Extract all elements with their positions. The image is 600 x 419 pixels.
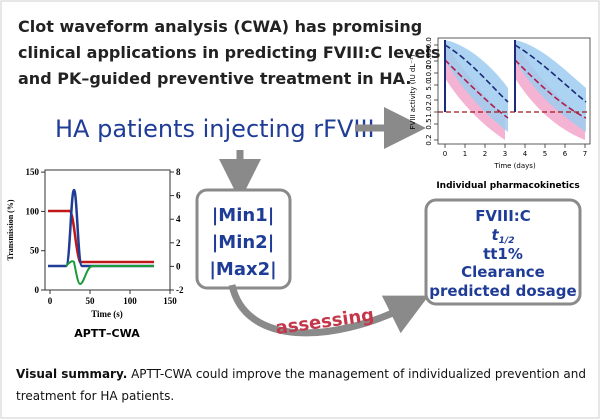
- y-tick-label: 5.0: [425, 79, 433, 90]
- y2-tick-label: 4: [176, 214, 181, 224]
- cwa-curve: [65, 260, 154, 286]
- y-axis-label: Transmission (%): [6, 199, 15, 260]
- patients-label: HA patients injecting rFVIII: [55, 115, 375, 143]
- x-tick-label: 3: [503, 150, 507, 158]
- y2-tick-label: 6: [176, 191, 181, 201]
- x-tick-label: 0: [443, 150, 447, 158]
- arrow: [228, 284, 429, 337]
- pk-curve: [444, 59, 587, 119]
- x-tick-label: 7: [583, 150, 587, 158]
- x-tick-label: 6: [563, 150, 568, 158]
- x-tick-label: 4: [523, 150, 528, 158]
- y-tick-label: 2.0: [425, 94, 433, 105]
- y-tick-label: 1.0: [425, 106, 433, 117]
- headline-line: clinical applications in predicting FVII…: [18, 43, 440, 62]
- outcome: predicted dosage: [429, 282, 576, 300]
- headline: Clot waveform analysis (CWA) has promisi…: [18, 17, 422, 36]
- outcome: t1/2: [492, 226, 515, 246]
- y2-tick-label: 2: [176, 238, 181, 248]
- caption: Individual pharmacokinetics: [436, 181, 579, 191]
- y-tick-label: 10.0: [425, 65, 433, 81]
- x-tick-label: 150: [163, 296, 177, 306]
- y-tick-label: 50: [30, 246, 40, 256]
- parameter: |Min1|: [212, 205, 275, 226]
- summary: Visual summary. APTT-CWA could improve t…: [16, 367, 586, 381]
- x-tick-label: 50: [86, 296, 96, 306]
- y2-tick-label: 8: [176, 167, 181, 177]
- y-axis-label: FVIII activity (IU dL⁻¹): [409, 54, 417, 129]
- x-tick-label: 100: [123, 296, 137, 306]
- caption: APTT–CWA: [74, 327, 140, 340]
- headline-bold: Clot waveform analysis (CWA): [18, 17, 289, 36]
- y-tick-label: 150: [26, 167, 40, 177]
- parameter: |Min2|: [212, 232, 275, 253]
- plot-frame: [437, 37, 591, 145]
- cwa-curve: [48, 188, 154, 268]
- parameter-box: [195, 188, 292, 290]
- x-tick-label: 5: [543, 150, 547, 158]
- y-tick-label: 100: [26, 206, 40, 216]
- y2-tick-label: -2: [176, 285, 184, 295]
- plot-frame: [44, 169, 171, 291]
- outcome: tt1%: [483, 245, 523, 263]
- x-tick-label: 2: [483, 150, 487, 158]
- y-tick-label: 20.0: [425, 53, 433, 69]
- y-tick-label: 0.5: [425, 118, 433, 129]
- y-tick-label: 0.2: [425, 134, 433, 145]
- summary-bold: Visual summary.: [16, 367, 127, 381]
- x-axis-label: Time (days): [493, 162, 536, 170]
- outcome-base: t: [492, 226, 500, 244]
- outcome: FVIII:C: [475, 207, 531, 225]
- y-tick-label: 0: [35, 285, 40, 295]
- x-tick-label: 0: [48, 296, 53, 306]
- pk-chart: 0.2 0.51.02.0 5.010.020.050.0 0 1 2 3 4 5 6 7 FVII…: [409, 37, 591, 191]
- outcome-sub: 1/2: [499, 236, 515, 246]
- y-tick-label: 50.0: [425, 37, 433, 53]
- x-tick-label: 1: [463, 150, 467, 158]
- summary-line: APTT-CWA could improve the management of…: [127, 367, 586, 381]
- x-axis-label: Time (s): [91, 309, 123, 319]
- pk-curve: [444, 44, 587, 103]
- headline-line: has promising: [289, 17, 422, 36]
- parameter: |Max2|: [209, 259, 276, 280]
- summary-line: treatment for HA patients.: [16, 389, 174, 403]
- outcome: Clearance: [461, 263, 545, 281]
- outcome-box: [424, 198, 582, 306]
- band: [445, 40, 508, 132]
- headline-line: and PK–guided preventive treatment in HA…: [18, 69, 411, 88]
- band: [515, 40, 586, 132]
- y2-tick-label: 0: [176, 261, 181, 271]
